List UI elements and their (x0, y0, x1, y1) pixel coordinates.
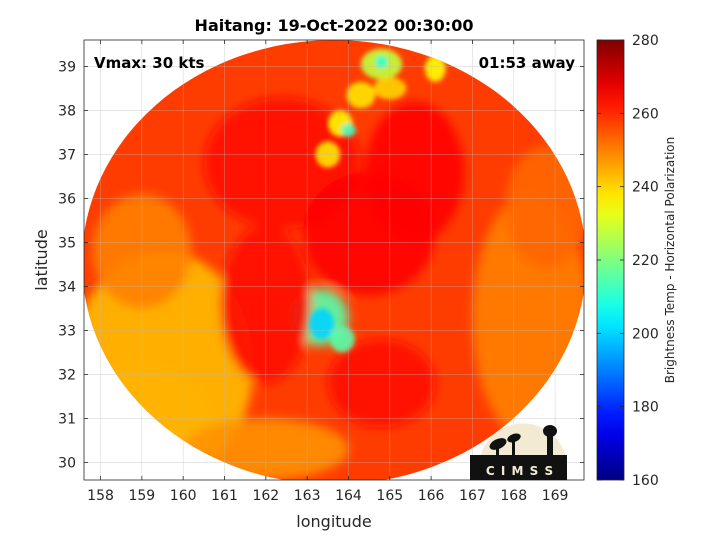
brightness-feature (309, 308, 334, 340)
y-tick-label: 35 (58, 235, 76, 251)
brightness-feature (346, 81, 376, 109)
colorbar-tick-label: 200 (632, 326, 659, 342)
y-tick-label: 34 (58, 279, 76, 295)
axes-frame (83, 39, 585, 481)
x-axis-label: longitude (296, 512, 371, 531)
y-tick-label: 37 (58, 147, 76, 163)
brightness-feature (364, 101, 465, 243)
x-tick-label: 161 (211, 488, 238, 504)
x-tick-label: 169 (542, 488, 569, 504)
chart-title: Haitang: 19-Oct-2022 00:30:00 (195, 16, 474, 35)
y-tick-label: 33 (58, 323, 76, 339)
y-axis-ticks: 30 31 32 33 34 35 36 37 38 39 (58, 59, 584, 471)
colorbar-tick-label: 260 (632, 106, 659, 122)
grid-lines (84, 40, 584, 480)
colorbar-tick-label: 240 (632, 180, 659, 196)
brightness-feature (329, 326, 355, 353)
x-tick-label: 158 (87, 488, 114, 504)
x-tick-label: 164 (335, 488, 362, 504)
logo-text: C I M S S (486, 464, 554, 478)
colorbar (596, 39, 625, 481)
x-axis-ticks: 158 159 160 161 162 163 164 165 166 167 168 169 (87, 40, 568, 504)
colorbar-tick-label: 280 (632, 33, 659, 49)
x-tick-label: 159 (128, 488, 155, 504)
colorbar-label: Brightness Temp - Horizontal Polarizatio… (663, 137, 677, 384)
x-tick-label: 163 (294, 488, 321, 504)
brightness-feature (375, 55, 388, 69)
brightness-feature (424, 55, 446, 82)
cimss-logo: C I M S S (470, 423, 567, 480)
x-tick-label: 166 (418, 488, 445, 504)
y-tick-label: 32 (58, 367, 76, 383)
y-tick-label: 31 (58, 411, 76, 427)
y-tick-label: 36 (58, 191, 76, 207)
time-offset-annotation: 01:53 away (479, 54, 576, 72)
x-tick-label: 168 (500, 488, 527, 504)
x-tick-label: 160 (170, 488, 197, 504)
x-tick-label: 167 (459, 488, 486, 504)
colorbar-tick-label: 220 (632, 253, 659, 269)
colorbar-ticks: 160 180 200 220 240 260 280 (597, 33, 659, 489)
y-tick-label: 38 (58, 103, 76, 119)
y-axis-label: latitude (32, 229, 51, 290)
brightness-feature (327, 339, 436, 428)
colorbar-tick-label: 180 (632, 400, 659, 416)
y-tick-label: 39 (58, 59, 76, 75)
y-tick-label: 30 (58, 455, 76, 471)
x-tick-label: 165 (376, 488, 403, 504)
x-tick-label: 162 (252, 488, 279, 504)
colorbar-tick-label: 160 (632, 473, 659, 489)
logo-silhouette (470, 425, 567, 480)
vmax-annotation: Vmax: 30 kts (94, 54, 204, 72)
